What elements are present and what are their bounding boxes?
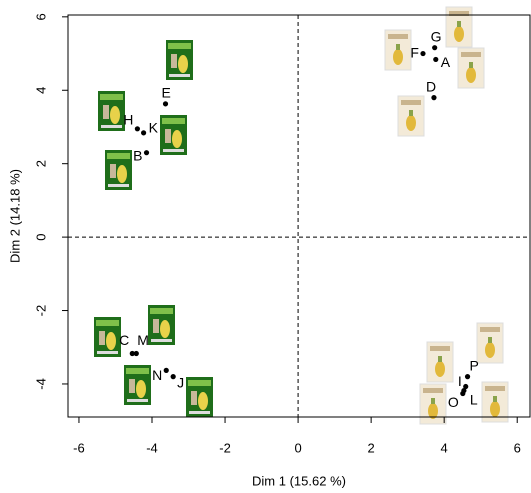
x-tick-label: -2 — [219, 440, 231, 455]
point-label: B — [133, 147, 142, 163]
y-axis-label: Dim 2 (14.18 %) — [7, 169, 22, 263]
point — [432, 45, 438, 51]
point — [463, 383, 469, 390]
x-tick-label: -4 — [146, 440, 158, 455]
point — [431, 95, 437, 101]
point-label: E — [162, 85, 171, 101]
x-tick-label: 2 — [368, 440, 375, 455]
point-label: K — [149, 120, 159, 136]
point-label: H — [123, 112, 133, 128]
y-tick-label: 4 — [33, 87, 48, 94]
point — [162, 101, 169, 107]
y-tick-label: 2 — [33, 160, 48, 167]
x-tick-label: 6 — [514, 440, 521, 455]
y-tick-label: 6 — [33, 13, 48, 20]
x-tick-label: 0 — [294, 440, 301, 455]
point — [461, 387, 467, 394]
point-label: D — [426, 78, 436, 94]
y-tick-label: 0 — [33, 233, 48, 240]
x-tick-label: 4 — [441, 440, 448, 455]
point-label: F — [410, 44, 419, 60]
y-tick-label: -2 — [33, 305, 48, 317]
point — [143, 150, 150, 156]
point-label: J — [177, 374, 184, 390]
point-label: P — [470, 357, 479, 373]
point-label: G — [431, 28, 442, 44]
point-label: A — [441, 54, 451, 70]
x-axis-label: Dim 1 (15.62 %) — [252, 473, 346, 488]
point-label: I — [458, 373, 462, 389]
point — [464, 374, 471, 380]
point-label: N — [152, 367, 162, 383]
point-label: M — [137, 332, 149, 348]
point — [170, 374, 176, 380]
y-tick-label: -4 — [33, 378, 48, 390]
point-label: C — [119, 332, 129, 348]
x-tick-label: -6 — [73, 440, 85, 455]
point — [163, 367, 169, 373]
point — [433, 56, 439, 63]
point — [420, 50, 426, 57]
point-label: L — [470, 391, 478, 407]
point-label: O — [448, 394, 459, 410]
plot-frame — [67, 14, 531, 418]
point — [133, 350, 139, 357]
point — [141, 130, 147, 136]
point — [134, 126, 140, 132]
point — [129, 350, 135, 357]
